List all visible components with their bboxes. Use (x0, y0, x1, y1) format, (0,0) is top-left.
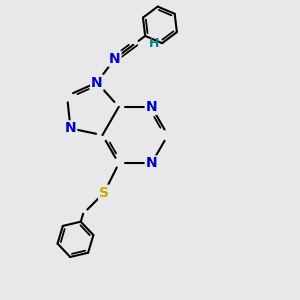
Text: S: S (99, 186, 109, 200)
Text: N: N (91, 76, 103, 89)
Text: N: N (109, 52, 121, 66)
Text: N: N (146, 157, 157, 170)
Text: N: N (65, 121, 76, 135)
Text: H: H (149, 38, 159, 50)
Text: N: N (146, 100, 157, 114)
